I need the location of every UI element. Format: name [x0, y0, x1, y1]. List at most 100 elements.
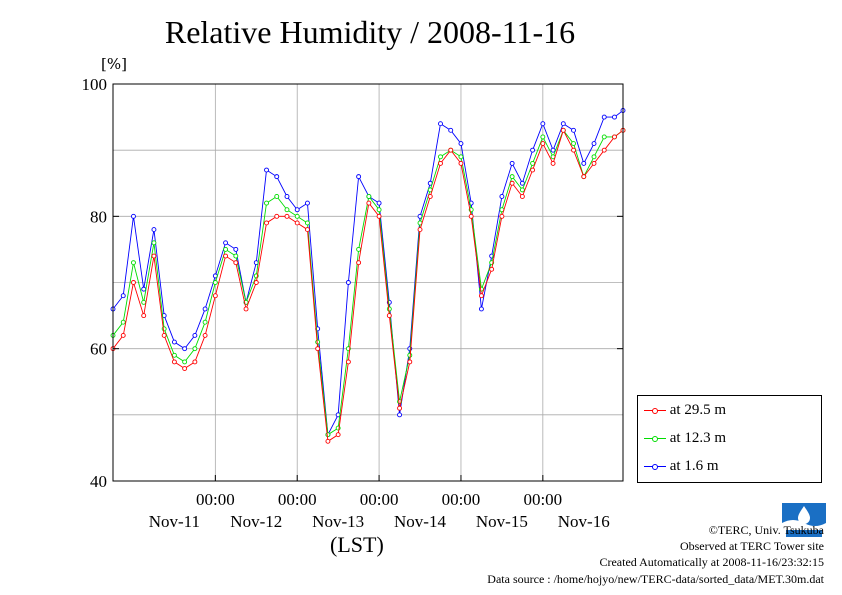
data-point: [253, 280, 259, 285]
x-day-label: Nov-14: [394, 512, 446, 531]
data-point: [581, 174, 587, 180]
data-point: [151, 253, 157, 259]
data-point: [612, 134, 617, 140]
plot-frame: [112, 83, 624, 482]
x-time-tick-label: 00:00: [523, 490, 562, 509]
data-point: [448, 127, 454, 133]
credit-created: Created Automatically at 2008-11-16/23:3…: [599, 555, 824, 570]
data-point: [223, 240, 229, 246]
data-point: [131, 260, 136, 266]
data-point: [530, 147, 536, 153]
data-point: [601, 147, 607, 153]
data-point: [499, 194, 505, 199]
x-axis-title: (LST): [330, 532, 384, 557]
data-point: [448, 147, 454, 153]
data-point: [233, 253, 239, 259]
data-point: [438, 121, 443, 127]
data-point: [345, 359, 351, 365]
x-time-tick-label: 00:00: [360, 490, 399, 509]
credit-source: Data source : /home/hojyo/new/TERC-data/…: [487, 571, 824, 586]
data-point: [397, 405, 403, 411]
data-point: [519, 187, 525, 193]
data-point: [458, 154, 464, 160]
legend-marker-blue: [644, 462, 666, 472]
data-point: [212, 280, 218, 285]
data-point: [141, 299, 147, 305]
data-point: [530, 167, 536, 173]
data-point: [478, 306, 484, 312]
data-point: [233, 246, 239, 252]
y-tick-label: 80: [90, 207, 107, 226]
data-point: [192, 359, 198, 365]
data-point: [356, 246, 362, 252]
data-point: [345, 280, 351, 285]
x-day-label: Nov-15: [476, 512, 528, 531]
axis-ticks: [113, 83, 623, 482]
data-point: [438, 154, 443, 160]
data-point: [274, 194, 280, 199]
data-point: [141, 286, 147, 292]
legend-label: at 1.6 m: [669, 458, 719, 474]
data-point: [131, 280, 136, 285]
data-point: [530, 160, 536, 166]
data-point: [550, 160, 556, 166]
data-point: [438, 160, 443, 166]
data-point: [171, 359, 177, 365]
data-point: [233, 260, 239, 266]
data-point: [284, 213, 290, 219]
data-point: [120, 332, 126, 338]
series-line: [112, 129, 624, 443]
data-point: [366, 194, 372, 199]
data-point: [202, 319, 208, 325]
data-point: [581, 160, 587, 166]
data-point: [192, 346, 198, 352]
data-point: [458, 160, 464, 166]
data-point: [550, 147, 556, 153]
data-point: [274, 174, 280, 180]
data-point: [560, 127, 566, 133]
x-time-tick-label: 00:00: [278, 490, 317, 509]
legend-item-12-3m: at 12.3 m: [644, 428, 726, 448]
data-point: [417, 227, 423, 233]
data-point: [571, 127, 576, 133]
tick-labels: 40 60 80 100 00:00 00:00 00:00 00:00 00:00 Nov-11…: [82, 75, 610, 531]
data-point: [325, 438, 331, 444]
data-point: [294, 213, 300, 219]
data-point: [591, 160, 597, 166]
chart-title: Relative Humidity / 2008-11-16: [164, 14, 576, 50]
data-point: [264, 167, 269, 173]
data-point: [223, 246, 229, 252]
legend: at 29.5 m at 12.3 m at 1.6 m: [637, 395, 822, 483]
data-point: [284, 207, 290, 213]
series-at-29-5-m: [110, 127, 626, 444]
data-point: [540, 141, 546, 147]
data-point: [151, 240, 157, 246]
data-point: [304, 227, 310, 233]
x-day-label: Nov-16: [558, 512, 610, 531]
data-point: [274, 213, 280, 219]
terc-logo-icon: [782, 503, 826, 537]
data-point: [356, 174, 362, 180]
data-point: [560, 121, 566, 127]
data-point: [571, 141, 576, 147]
y-axis-unit: [%]: [101, 55, 127, 73]
data-point: [264, 220, 269, 226]
data-point: [356, 260, 362, 266]
y-tick-label: 40: [90, 472, 107, 491]
y-tick-label: 100: [82, 75, 108, 94]
data-point: [264, 200, 269, 206]
data-point: [540, 134, 546, 140]
data-point: [304, 220, 310, 226]
legend-marker-red: [644, 406, 666, 416]
data-point: [376, 200, 382, 206]
credit-site: Observed at TERC Tower site: [679, 539, 824, 554]
series-line: [112, 110, 624, 437]
data-point: [243, 306, 249, 312]
data-point: [151, 227, 157, 233]
data-point: [458, 141, 464, 147]
data-point: [591, 141, 597, 147]
data-point: [489, 266, 495, 272]
data-point: [509, 180, 515, 186]
series-at-1-6-m: [110, 108, 626, 438]
data-point: [386, 313, 392, 319]
